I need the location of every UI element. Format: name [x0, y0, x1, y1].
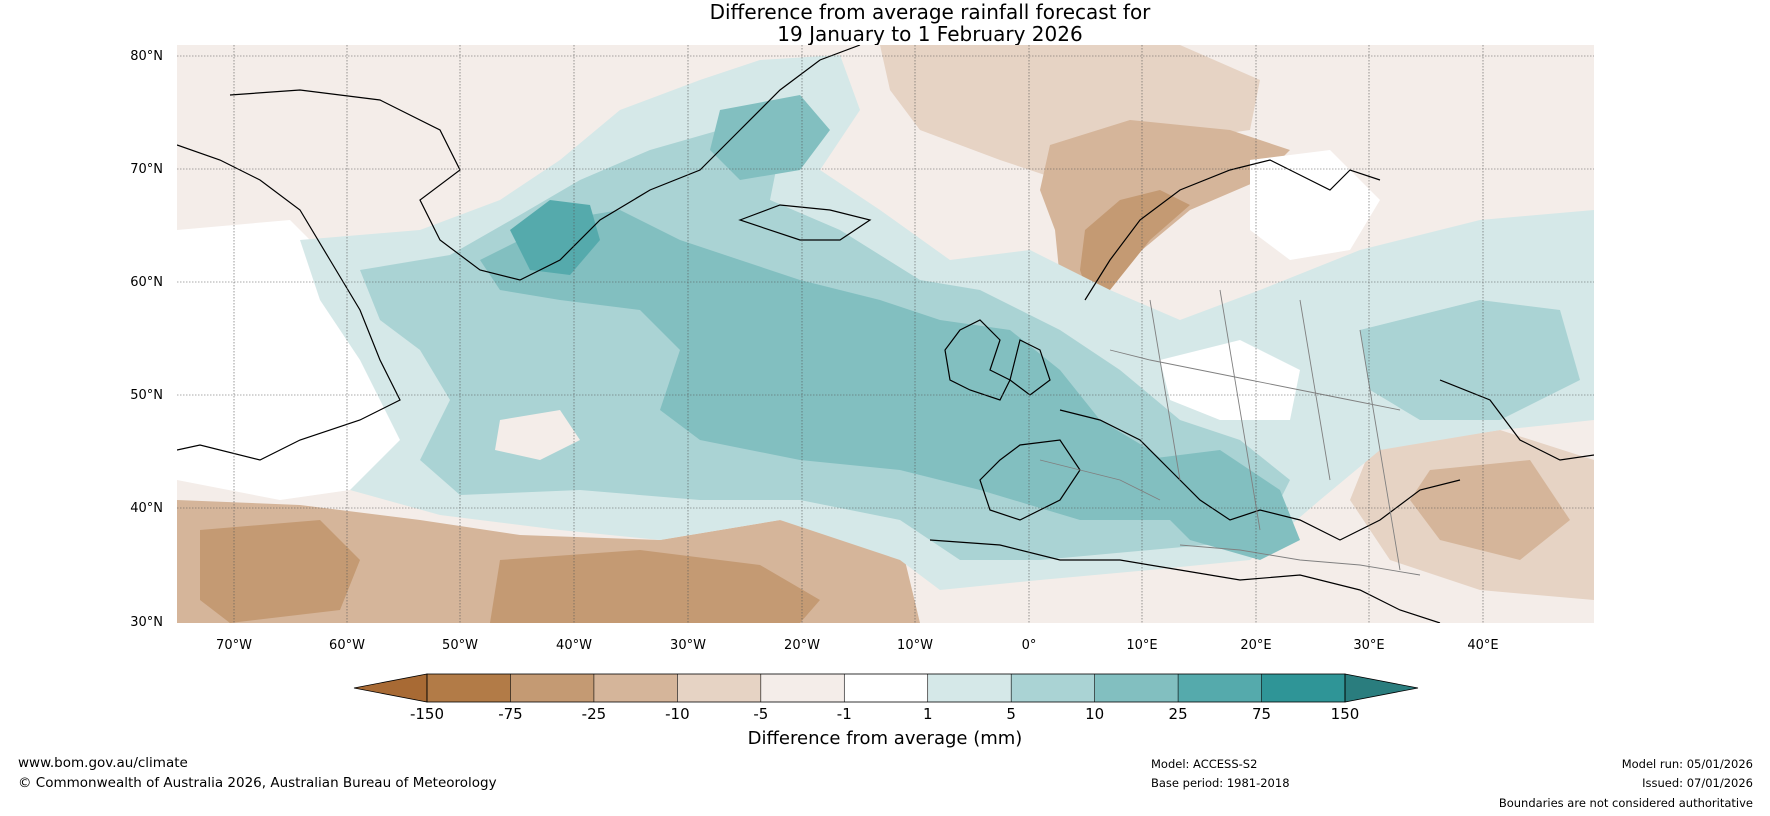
lon-label-10e: 10°E — [1126, 638, 1157, 653]
base-period: Base period: 1981-2018 — [1151, 776, 1290, 790]
colorbar-tick-label: -75 — [498, 705, 523, 723]
colorbar-tick-label: -10 — [665, 705, 690, 723]
wet-core-central-atlantic — [480, 210, 1200, 520]
dry-core-turkey — [1410, 460, 1570, 560]
neutral-island-central-europe — [1160, 340, 1300, 420]
colorbar: -150 -75 -25 -10 -5 -1 1 5 10 25 75 150 — [353, 673, 1419, 723]
map-title-line1: Difference from average rainfall forecas… — [709, 0, 1151, 24]
colorbar-tick-label: 25 — [1169, 705, 1188, 723]
colorbar-swatch — [1094, 674, 1179, 702]
dry-core-southwest — [200, 520, 360, 623]
lon-label-60w: 60°W — [329, 638, 365, 653]
dry-core-norway — [1080, 190, 1190, 300]
colorbar-tick-label: 75 — [1252, 705, 1271, 723]
country-borders — [1039, 289, 1421, 576]
lon-label-30e: 30°E — [1353, 638, 1384, 653]
colorbar-swatch — [927, 674, 1012, 702]
colorbar-tick-label: -5 — [753, 705, 768, 723]
colorbar-tick-label: 10 — [1085, 705, 1104, 723]
lat-label-80n: 80°N — [130, 49, 163, 64]
latitude-labels: 80°N 70°N 60°N 50°N 40°N 30°N — [130, 49, 163, 630]
lon-label-10w: 10°W — [897, 638, 933, 653]
lon-label-0: 0° — [1022, 638, 1037, 653]
lat-label-50n: 50°N — [130, 388, 163, 403]
neutral-island-atlantic — [495, 410, 580, 460]
colorbar-tick-label: 5 — [1006, 705, 1016, 723]
lon-label-50w: 50°W — [442, 638, 478, 653]
colorbar-tick-label: 150 — [1331, 705, 1360, 723]
lon-label-20w: 20°W — [784, 638, 820, 653]
map-gridlines — [177, 45, 1594, 623]
colorbar-extend-low — [353, 673, 428, 703]
lon-label-30w: 30°W — [670, 638, 706, 653]
lat-label-70n: 70°N — [130, 162, 163, 177]
colorbar-tick-label: -1 — [837, 705, 852, 723]
copyright-notice: © Commonwealth of Australia 2026, Austra… — [18, 775, 497, 791]
colorbar-tick-label: -150 — [410, 705, 444, 723]
website-url[interactable]: www.bom.gov.au/climate — [18, 755, 188, 771]
lon-label-40w: 40°W — [556, 638, 592, 653]
lon-label-40e: 40°E — [1467, 638, 1498, 653]
model-name: Model: ACCESS-S2 — [1151, 757, 1258, 771]
colorbar-swatch — [1261, 674, 1345, 702]
colorbar-swatch — [760, 674, 845, 702]
lon-label-70w: 70°W — [216, 638, 252, 653]
colorbar-swatch — [1011, 674, 1095, 702]
colorbar-swatch — [510, 674, 594, 702]
anomaly-field — [177, 45, 1594, 623]
colorbar-swatch — [427, 674, 511, 702]
colorbar-swatch — [1178, 674, 1262, 702]
coastlines — [177, 45, 1594, 623]
dry-core-atlantic-south — [490, 550, 820, 623]
lat-label-30n: 30°N — [130, 615, 163, 630]
wet-core-east-greenland — [710, 95, 830, 180]
map-title-line2: 19 January to 1 February 2026 — [777, 22, 1083, 46]
neutral-island-scandinavia — [1250, 150, 1380, 260]
issued-date: Issued: 07/01/2026 — [1642, 776, 1753, 790]
colorbar-title: Difference from average (mm) — [747, 728, 1023, 749]
lat-label-60n: 60°N — [130, 275, 163, 290]
colorbar-tick-label: 1 — [923, 705, 933, 723]
colorbar-extend-high — [1344, 673, 1419, 703]
longitude-labels: 70°W 60°W 50°W 40°W 30°W 20°W 10°W 0° 10… — [216, 638, 1499, 653]
colorbar-swatch — [844, 674, 928, 702]
wet-core-greenland — [510, 200, 600, 275]
wet-region-russia — [1360, 300, 1580, 420]
lat-label-40n: 40°N — [130, 501, 163, 516]
model-run-date: Model run: 05/01/2026 — [1621, 757, 1753, 771]
boundaries-disclaimer: Boundaries are not considered authoritat… — [1498, 796, 1753, 810]
neutral-band — [177, 220, 420, 500]
colorbar-swatch — [677, 674, 761, 702]
colorbar-swatch — [593, 674, 678, 702]
lon-label-20e: 20°E — [1240, 638, 1271, 653]
colorbar-tick-label: -25 — [582, 705, 607, 723]
